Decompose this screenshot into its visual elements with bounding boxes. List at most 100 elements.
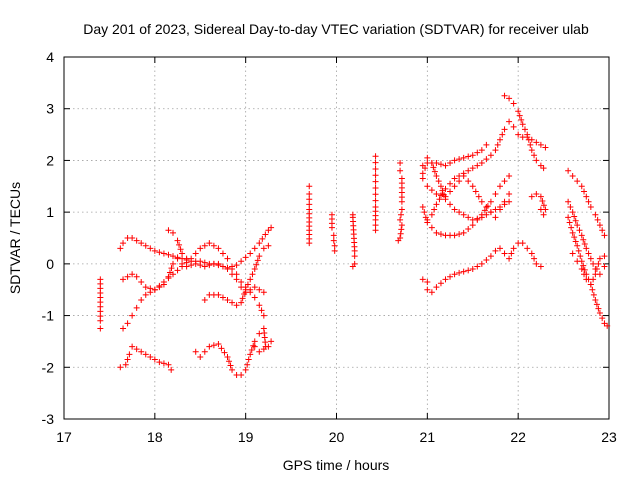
data-point bbox=[265, 343, 272, 350]
data-point bbox=[174, 237, 181, 244]
data-point bbox=[516, 112, 523, 119]
data-point bbox=[433, 160, 440, 167]
data-point bbox=[594, 216, 601, 223]
data-point bbox=[133, 304, 140, 311]
data-point bbox=[372, 153, 379, 160]
data-point bbox=[492, 147, 499, 154]
data-point bbox=[447, 180, 454, 187]
data-point bbox=[242, 366, 249, 373]
data-point bbox=[431, 168, 438, 175]
data-point bbox=[156, 249, 163, 256]
x-tick-labels: 17 18 19 20 21 22 23 bbox=[56, 429, 617, 445]
data-point bbox=[215, 341, 222, 348]
data-point bbox=[262, 231, 269, 238]
data-point bbox=[215, 245, 222, 252]
data-point bbox=[165, 251, 172, 258]
series-arc-z bbox=[565, 214, 611, 329]
data-point bbox=[451, 175, 458, 182]
data-point bbox=[506, 191, 513, 198]
data-point bbox=[201, 297, 208, 304]
data-point bbox=[539, 197, 546, 204]
x-tick-label: 21 bbox=[420, 429, 436, 445]
series-arc-f bbox=[165, 227, 190, 262]
data-point bbox=[233, 276, 240, 283]
data-point bbox=[492, 247, 499, 254]
data-point bbox=[328, 224, 335, 231]
y-tick-label: 3 bbox=[46, 101, 54, 117]
data-point bbox=[528, 147, 535, 154]
data-point bbox=[531, 152, 538, 159]
data-point bbox=[183, 263, 190, 270]
data-point bbox=[478, 147, 485, 154]
data-point bbox=[540, 202, 547, 209]
data-point bbox=[306, 183, 313, 190]
data-point bbox=[215, 291, 222, 298]
series-arc-n bbox=[395, 160, 405, 244]
data-point bbox=[142, 242, 149, 249]
data-point bbox=[351, 247, 358, 254]
data-point bbox=[206, 343, 213, 350]
data-point bbox=[372, 191, 379, 198]
data-point bbox=[510, 123, 517, 130]
data-point bbox=[587, 203, 594, 210]
data-point bbox=[428, 211, 435, 218]
data-point bbox=[601, 253, 608, 260]
data-point bbox=[580, 262, 587, 269]
data-point bbox=[245, 356, 252, 363]
data-point bbox=[179, 250, 186, 257]
data-point bbox=[506, 172, 513, 179]
data-point bbox=[437, 183, 444, 190]
data-point bbox=[124, 320, 131, 327]
data-point bbox=[126, 351, 133, 358]
data-point bbox=[97, 317, 104, 324]
data-point bbox=[501, 126, 508, 133]
series-arc-d bbox=[120, 224, 275, 332]
data-point bbox=[487, 198, 494, 205]
data-point bbox=[465, 214, 472, 221]
data-point bbox=[176, 241, 183, 248]
data-point bbox=[331, 242, 338, 249]
data-point bbox=[565, 167, 572, 174]
data-point bbox=[437, 192, 444, 199]
data-point bbox=[581, 266, 588, 273]
data-point bbox=[533, 157, 540, 164]
data-point bbox=[117, 364, 124, 371]
series-arc-p bbox=[419, 172, 513, 221]
data-point bbox=[259, 235, 266, 242]
data-point bbox=[469, 266, 476, 273]
data-point bbox=[210, 260, 217, 267]
data-point bbox=[397, 167, 404, 174]
data-point bbox=[481, 207, 488, 214]
data-point bbox=[528, 193, 535, 200]
data-point bbox=[433, 229, 440, 236]
data-point bbox=[260, 312, 267, 319]
data-point bbox=[120, 276, 127, 283]
data-point bbox=[120, 240, 127, 247]
data-point bbox=[469, 165, 476, 172]
data-point bbox=[129, 312, 136, 319]
data-point bbox=[226, 358, 233, 365]
data-point bbox=[424, 278, 431, 285]
data-point bbox=[478, 160, 485, 167]
data-point bbox=[533, 139, 540, 146]
data-point bbox=[219, 294, 226, 301]
data-point bbox=[456, 178, 463, 185]
data-point bbox=[442, 276, 449, 283]
data-point bbox=[465, 225, 472, 232]
data-point bbox=[581, 271, 588, 278]
data-point bbox=[254, 257, 261, 264]
data-point bbox=[508, 250, 515, 257]
data-point bbox=[129, 271, 136, 278]
data-point bbox=[442, 193, 449, 200]
data-point bbox=[170, 260, 176, 267]
data-point bbox=[533, 260, 540, 267]
data-point bbox=[397, 230, 404, 237]
data-point bbox=[581, 188, 588, 195]
data-point bbox=[192, 250, 199, 257]
data-point bbox=[483, 156, 490, 163]
data-point bbox=[456, 172, 463, 179]
data-point bbox=[531, 255, 538, 262]
data-point bbox=[219, 250, 226, 257]
data-point bbox=[571, 213, 578, 220]
